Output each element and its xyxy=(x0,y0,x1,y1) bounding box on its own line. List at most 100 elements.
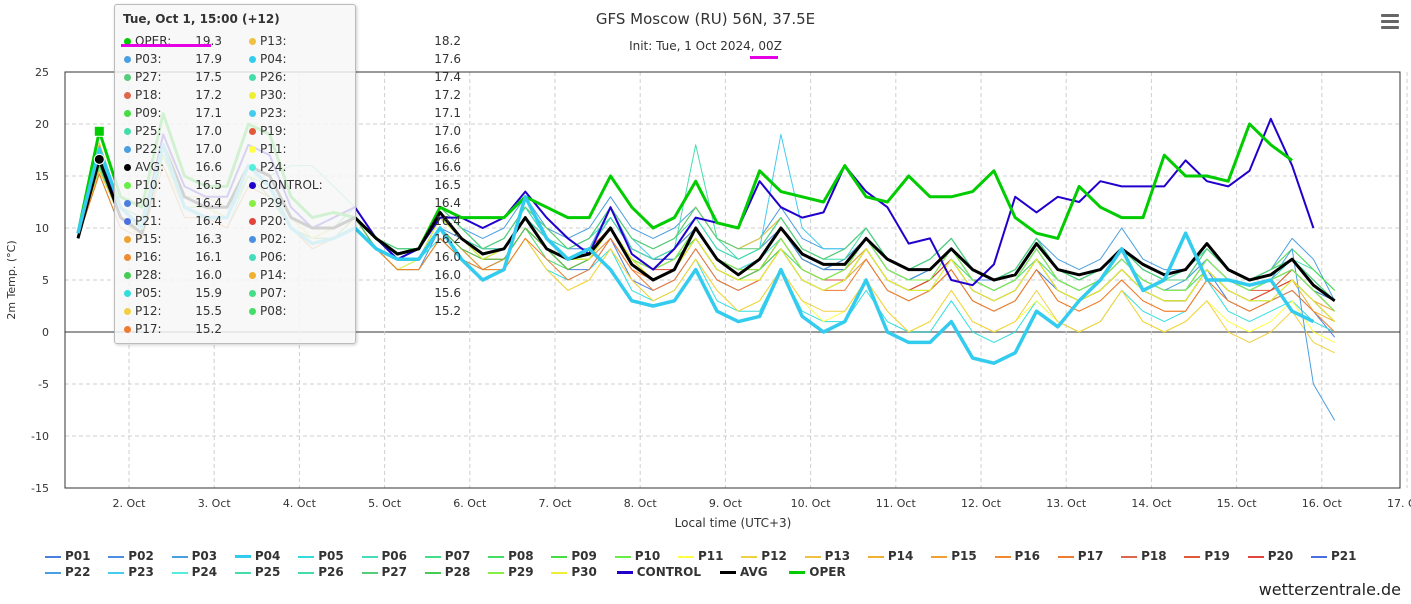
series-dot-icon xyxy=(124,218,131,225)
tooltip-row: P25: 17.0 xyxy=(124,122,222,140)
y-tick-label: 20 xyxy=(35,118,49,131)
tooltip-row: P28: 16.0 xyxy=(124,266,222,284)
tooltip-row: CONTROL: 16.5 xyxy=(249,176,461,194)
tooltip-series-value: 17.2 xyxy=(434,88,461,102)
tooltip-series-name: P20: xyxy=(260,214,287,228)
tooltip-series-name: P27: xyxy=(135,70,162,84)
tooltip-series-value: 16.6 xyxy=(434,142,461,156)
series-dot-icon xyxy=(124,308,131,315)
tooltip-series-value: 17.6 xyxy=(434,52,461,66)
tooltip-row: P15: 16.3 xyxy=(124,230,222,248)
plot-border xyxy=(64,71,1401,489)
highlight-run-underline xyxy=(750,56,778,59)
legend-label: P03 xyxy=(191,549,218,563)
hamburger-menu-icon[interactable] xyxy=(1381,14,1399,30)
legend-label: P24 xyxy=(191,565,218,579)
legend-swatch-icon xyxy=(1184,556,1201,558)
tooltip-series-name: P29: xyxy=(260,196,287,210)
tooltip-row: P19: 17.0 xyxy=(249,122,461,140)
legend-swatch-icon xyxy=(931,556,948,558)
series-layer xyxy=(76,112,1336,421)
tooltip-series-value: 16.0 xyxy=(195,268,222,282)
y-tick-label: 10 xyxy=(35,222,49,235)
tooltip-row: P05: 15.9 xyxy=(124,284,222,302)
legend-swatch-icon xyxy=(1311,556,1327,558)
tooltip-series-value: 17.2 xyxy=(195,88,222,102)
tooltip-series-name: P10: xyxy=(135,178,162,192)
tooltip: Tue, Oct 1, 15:00 (+12) OPER: 19.3 P03: 17.… xyxy=(114,4,461,344)
legend-label: P15 xyxy=(951,549,977,563)
legend-label: P05 xyxy=(318,549,344,563)
x-tick-label: 6. Oct xyxy=(453,497,487,510)
legend-label: P28 xyxy=(444,565,471,579)
tooltip-row: P09: 17.1 xyxy=(124,104,222,122)
legend-label: P19 xyxy=(1204,549,1230,563)
hover-marker-avg xyxy=(93,153,105,165)
series-dot-icon xyxy=(249,182,256,189)
series-dot-icon xyxy=(249,164,256,171)
legend-swatch-icon xyxy=(551,572,568,574)
tooltip-series-value: 17.9 xyxy=(195,52,222,66)
series-dot-icon xyxy=(124,56,131,63)
legend-swatch-icon xyxy=(108,556,125,558)
series-dot-icon xyxy=(249,236,256,243)
highlight-oper-underline xyxy=(121,44,211,47)
x-axis-label: Local time (UTC+3) xyxy=(675,516,792,530)
series-dot-icon xyxy=(249,146,256,153)
tooltip-series-value: 16.4 xyxy=(195,196,222,210)
tooltip-row: P24: 16.6 xyxy=(249,158,461,176)
series-dot-icon xyxy=(249,56,256,63)
tooltip-series-name: P13: xyxy=(260,34,287,48)
tooltip-series-name: P19: xyxy=(260,124,287,138)
legend-label: P02 xyxy=(128,549,154,563)
tooltip-row: P14: 16.0 xyxy=(249,266,461,284)
tooltip-series-value: 15.6 xyxy=(434,286,461,300)
series-dot-icon xyxy=(249,110,256,117)
tooltip-row: P10: 16.5 xyxy=(124,176,222,194)
tooltip-series-value: 16.0 xyxy=(434,268,461,282)
tooltip-row: P16: 16.1 xyxy=(124,248,222,266)
tooltip-series-name: P28: xyxy=(135,268,162,282)
tooltip-series-name: P24: xyxy=(260,160,287,174)
y-tick-label: 25 xyxy=(35,66,49,79)
tooltip-row: OPER: 19.3 xyxy=(124,32,222,50)
legend-label: P25 xyxy=(254,565,281,579)
tooltip-series-name: P26: xyxy=(260,70,287,84)
tooltip-series-name: P06: xyxy=(260,250,287,264)
legend-swatch-icon xyxy=(361,556,378,558)
tooltip-row: P12: 15.5 xyxy=(124,302,222,320)
tooltip-series-value: 17.4 xyxy=(434,70,461,84)
tooltip-series-value: 16.1 xyxy=(195,250,222,264)
tooltip-row: P23: 17.1 xyxy=(249,104,461,122)
legend-label: P06 xyxy=(381,549,408,563)
tooltip-series-value: 17.0 xyxy=(195,142,222,156)
tooltip-series-value: 15.9 xyxy=(195,286,222,300)
x-tick-label: 12. Oct xyxy=(961,497,1002,510)
tooltip-row: P04: 17.6 xyxy=(249,50,461,68)
legend-swatch-icon xyxy=(1247,556,1264,558)
legend-swatch-icon xyxy=(108,572,125,574)
y-tick-label: 15 xyxy=(35,170,49,183)
legend-label: P23 xyxy=(128,565,154,579)
series-dot-icon xyxy=(249,38,256,45)
tooltip-series-name: P18: xyxy=(135,88,162,102)
legend-label: P01 xyxy=(65,549,91,563)
series-dot-icon xyxy=(249,218,256,225)
legend-label: P12 xyxy=(761,549,787,563)
series-dot-icon xyxy=(124,92,131,99)
legend-label: P08 xyxy=(508,549,534,563)
legend-swatch-icon xyxy=(488,572,505,574)
series-dot-icon xyxy=(124,290,131,297)
tooltip-series-name: P02: xyxy=(260,232,287,246)
series-dot-icon xyxy=(124,164,131,171)
legend-swatch-icon xyxy=(424,572,441,574)
legend-swatch-icon xyxy=(298,556,315,558)
legend-swatch-icon xyxy=(45,572,61,574)
x-tick-label: 16. Oct xyxy=(1302,497,1343,510)
legend: P01 P02 P03 P04 P05 P06 P07 P08 P09 P10 P11 P12 P13 P… xyxy=(0,548,1411,588)
x-tick-label: 3. Oct xyxy=(198,497,232,510)
tooltip-series-name: P04: xyxy=(260,52,287,66)
tooltip-series-name: AVG: xyxy=(135,160,164,174)
legend-swatch-icon xyxy=(171,572,188,574)
tooltip-series-name: CONTROL: xyxy=(260,178,323,192)
